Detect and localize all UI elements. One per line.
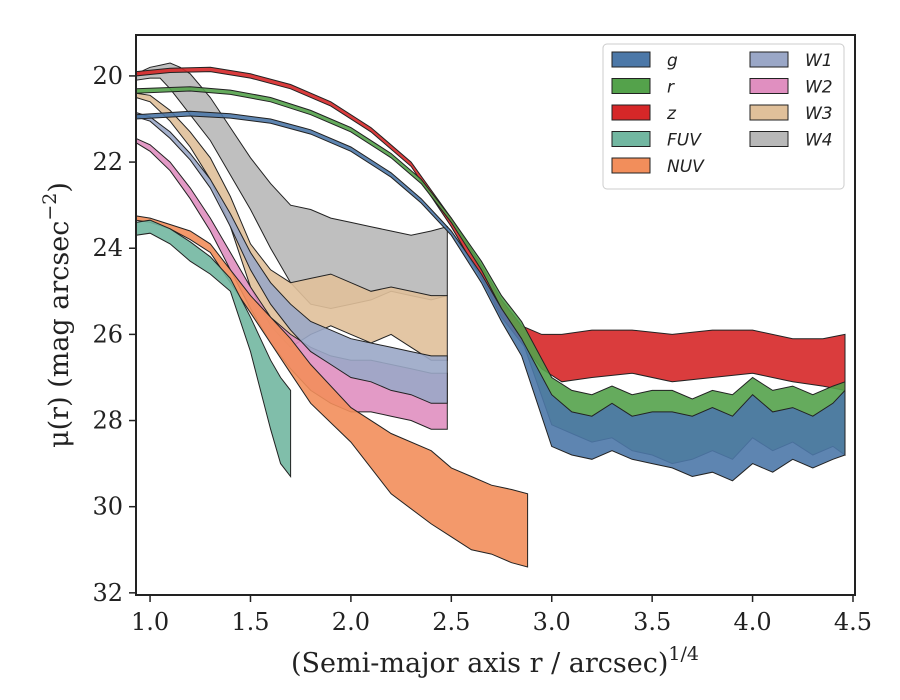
legend-swatch-r [611, 78, 651, 94]
legend-swatch-g [611, 51, 651, 68]
y-axis-title-close: ) [44, 182, 75, 193]
legend-label-r: r [667, 78, 675, 98]
plot-frame [135, 34, 856, 596]
legend-label-w1: W1 [805, 51, 833, 71]
y-tick-label: 30 [92, 493, 123, 521]
y-axis-title: μ(r) (mag arcsec−2) [39, 182, 75, 448]
x-axis: 1.0 1.5 2.0 2.5 3.0 3.5 4.0 4.5 [131, 595, 872, 636]
legend-label-fuv: FUV [667, 131, 702, 151]
x-tick-label: 1.0 [131, 608, 169, 636]
legend-label-nuv: NUV [667, 157, 705, 177]
x-tick-label: 4.5 [834, 608, 872, 636]
y-tick-label: 32 [92, 579, 123, 607]
plot-area [135, 62, 846, 568]
y-tick-label: 28 [92, 407, 123, 435]
legend-swatch-w1 [749, 51, 789, 68]
y-axis-title-text: μ(r) (mag arcsec [44, 221, 75, 448]
legend-label-z: z [666, 104, 677, 124]
y-tick-label: 26 [92, 320, 123, 348]
y-tick-label: 20 [92, 62, 123, 90]
x-tick-label: 1.5 [231, 608, 269, 636]
band-w1 [135, 111, 448, 404]
legend: grz FUV NUV W1 W2 W3 W4 [602, 43, 845, 190]
legend-swatch-fuv [611, 131, 651, 147]
y-tick-label: 22 [92, 148, 123, 176]
legend-label-g: g [667, 51, 678, 71]
x-tick-label: 4.0 [733, 608, 771, 636]
band-w2 [135, 137, 448, 430]
y-tick-label: 24 [92, 234, 123, 262]
legend-swatch-nuv [611, 157, 651, 174]
x-axis-title-text: (Semi-major axis r / arcsec) [291, 648, 668, 679]
x-tick-label: 3.5 [633, 608, 671, 636]
band-fuv [135, 219, 292, 478]
legend-swatch-w3 [749, 104, 789, 121]
legend-label-w2: W2 [805, 78, 833, 98]
y-axis-title-power: −2 [39, 193, 61, 221]
legend-label-w4: W4 [805, 131, 833, 151]
y-axis: 20 22 24 26 28 30 32 [92, 62, 136, 607]
legend-label-w3: W3 [805, 104, 833, 124]
x-axis-title-power: 1/4 [668, 643, 699, 665]
x-axis-title: (Semi-major axis r / arcsec)1/4 [291, 643, 699, 679]
legend-swatch-w2 [749, 78, 789, 94]
band-g [135, 110, 846, 482]
x-tick-label: 2.5 [432, 608, 470, 636]
legend-swatch-z [611, 104, 651, 121]
legend-swatch-w4 [749, 131, 789, 147]
x-tick-label: 2.0 [332, 608, 370, 636]
x-tick-label: 3.0 [533, 608, 571, 636]
